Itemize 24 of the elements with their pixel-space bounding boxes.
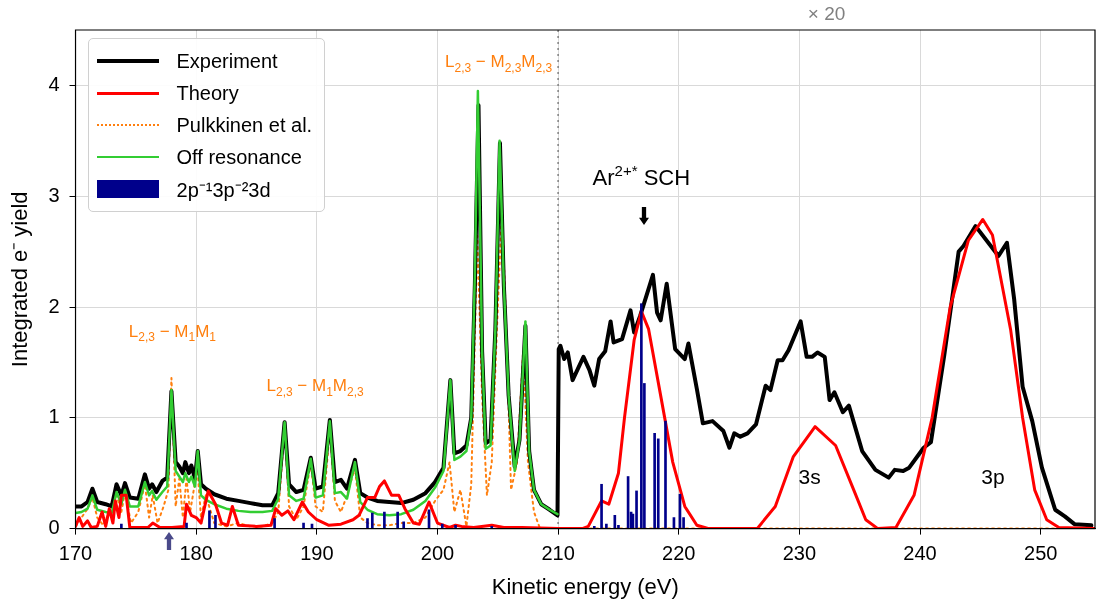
- text: × 20: [807, 3, 846, 24]
- y-axis-title: Integrated e⁻ yield: [7, 191, 33, 368]
- legend-label: Theory: [176, 81, 239, 105]
- x-tick-label: 250: [1024, 542, 1058, 565]
- x-axis-title: Kinetic energy (eV): [491, 573, 679, 599]
- annotation: 3p: [981, 464, 1005, 488]
- x-tick-label: 210: [541, 542, 575, 565]
- legend-label: Off resonance: [176, 145, 302, 169]
- x-tick-label: 180: [179, 542, 213, 565]
- y-tick-label: 1: [48, 405, 60, 428]
- x-tick-label: 170: [58, 542, 93, 565]
- x-tick-label: 230: [782, 542, 817, 565]
- annotation: 3s: [798, 464, 821, 488]
- y-tick-label: 4: [48, 72, 60, 95]
- y-tick-label: 2: [48, 294, 60, 317]
- legend-label: Pulkkinen et al.: [176, 113, 313, 137]
- x-tick-label: 240: [903, 542, 937, 565]
- y-tick-label: 0: [48, 516, 60, 539]
- y-tick-label: 3: [48, 183, 60, 206]
- x-tick-label: 200: [420, 542, 455, 565]
- x-tick-label: 220: [662, 542, 696, 565]
- legend-label: 2p⁻¹3p⁻²3d: [176, 177, 271, 203]
- legend-label: Experiment: [176, 49, 278, 73]
- x-tick-label: 190: [300, 542, 334, 565]
